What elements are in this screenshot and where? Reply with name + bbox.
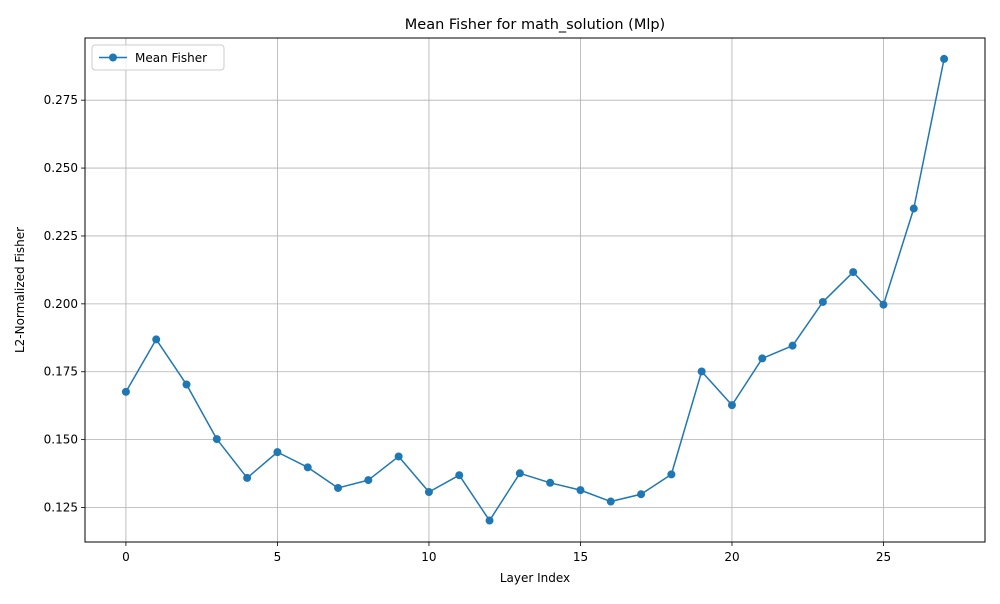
data-point (182, 380, 191, 389)
y-tick-label: 0.175 (44, 365, 78, 379)
data-point (849, 268, 858, 277)
data-point (667, 470, 676, 479)
data-point (546, 478, 555, 487)
data-point (152, 335, 161, 344)
data-point (758, 354, 767, 363)
data-point (727, 401, 736, 410)
y-axis-label: L2-Normalized Fisher (13, 227, 27, 353)
data-point (818, 297, 827, 306)
x-tick-label: 0 (122, 550, 130, 564)
data-point (273, 448, 282, 457)
x-tick-label: 10 (421, 550, 436, 564)
data-point (485, 516, 494, 525)
legend-box (91, 44, 225, 71)
legend-marker (109, 53, 117, 62)
data-point (909, 204, 918, 213)
data-point (364, 476, 373, 485)
y-tick-label: 0.200 (44, 297, 78, 311)
legend: Mean Fisher (91, 44, 225, 71)
data-point (212, 435, 221, 444)
x-tick-label: 25 (876, 550, 891, 564)
y-tick-label: 0.125 (44, 501, 78, 515)
series-layer (121, 54, 949, 525)
data-point (243, 473, 252, 482)
plot-frame (84, 37, 986, 543)
x-axis: 0 5 10 15 20 25 (122, 542, 891, 564)
series-line (125, 58, 945, 522)
y-tick-label: 0.275 (44, 93, 78, 107)
chart-title: Mean Fisher for math_solution (Mlp) (405, 17, 665, 33)
data-point (121, 387, 130, 396)
y-tick-label: 0.250 (44, 161, 78, 175)
data-point (576, 486, 585, 495)
data-point (394, 452, 403, 461)
y-tick-label: 0.150 (44, 433, 78, 447)
data-point (606, 497, 615, 506)
x-tick-label: 20 (724, 550, 739, 564)
x-axis-label: Layer Index (500, 571, 570, 585)
data-point (940, 54, 949, 63)
x-tick-label: 15 (573, 550, 588, 564)
data-point (515, 469, 524, 478)
y-tick-label: 0.225 (44, 229, 78, 243)
data-point (303, 463, 312, 472)
data-point (697, 367, 706, 376)
data-point (879, 300, 888, 309)
x-tick-label: 5 (274, 550, 282, 564)
legend-label: Mean Fisher (135, 51, 207, 65)
data-point (455, 471, 464, 480)
data-point (788, 341, 797, 350)
grid (85, 38, 985, 542)
data-point (424, 488, 433, 497)
data-point (334, 483, 343, 492)
data-point (637, 490, 646, 499)
y-axis: 0.125 0.150 0.175 0.200 0.225 0.250 0.275 (44, 93, 85, 515)
